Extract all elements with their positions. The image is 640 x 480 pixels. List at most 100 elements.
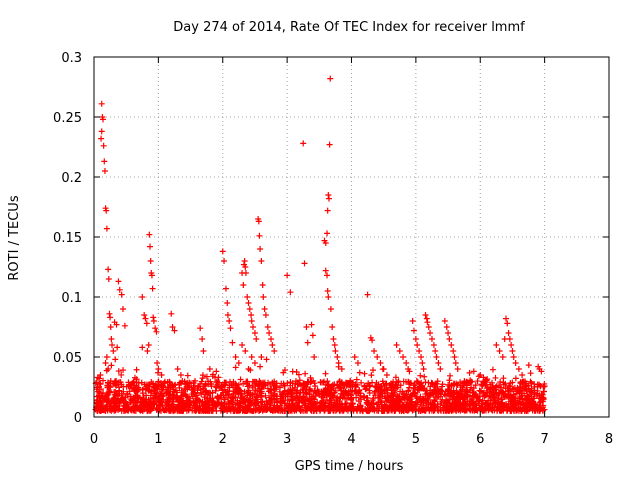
data-point: [155, 366, 162, 372]
data-point-background: [308, 401, 315, 408]
data-point-background: [380, 380, 387, 387]
data-point-background: [196, 397, 203, 404]
data-point-background: [459, 384, 466, 391]
data-point-background: [448, 382, 455, 389]
data-point: [147, 243, 154, 250]
data-point: [480, 374, 487, 381]
data-point-background: [307, 379, 314, 386]
data-point-background: [497, 378, 504, 385]
data-point-background: [485, 406, 492, 413]
data-point-background: [133, 366, 140, 373]
data-point-background: [369, 401, 376, 408]
data-point-background: [401, 390, 408, 397]
data-point: [177, 372, 184, 378]
data-point-background: [491, 394, 498, 401]
data-point-background: [444, 404, 451, 411]
data-point-background: [197, 380, 204, 387]
data-point-background: [431, 397, 438, 404]
data-point-background: [399, 402, 406, 409]
data-point: [226, 318, 233, 324]
data-point: [141, 312, 148, 318]
data-point-background: [312, 406, 319, 413]
data-point-background: [472, 382, 479, 389]
data-point: [98, 135, 105, 142]
data-point: [213, 368, 220, 375]
data-point-background: [468, 378, 475, 385]
data-point-background: [301, 402, 308, 409]
data-point-background: [203, 373, 210, 380]
data-point: [519, 372, 526, 378]
x-tick-label: 4: [347, 432, 355, 447]
data-point-background: [212, 387, 219, 394]
data-point-background: [230, 404, 237, 411]
data-point-background: [259, 407, 266, 414]
data-point-background: [528, 379, 535, 386]
data-point-background: [96, 407, 103, 414]
data-point: [332, 348, 339, 354]
data-point: [510, 354, 517, 360]
data-point: [257, 246, 264, 252]
data-point-background: [294, 389, 301, 396]
y-tick-label: 0.3: [61, 51, 82, 66]
data-point-background: [492, 374, 499, 381]
data-point-background: [507, 398, 514, 405]
data-point-background: [447, 372, 454, 379]
data-point-background: [394, 393, 401, 400]
data-point: [432, 348, 439, 354]
data-point-background: [218, 384, 225, 391]
data-point-background: [177, 379, 184, 386]
data-point-background: [327, 407, 334, 414]
data-point-background: [468, 384, 475, 391]
data-point-background: [334, 400, 341, 407]
data-point-background: [287, 389, 294, 396]
data-point-background: [498, 399, 505, 406]
data-point-background: [447, 393, 454, 400]
plot-frame: [93, 56, 610, 418]
data-point-background: [113, 403, 120, 410]
data-point-background: [198, 407, 205, 414]
data-point-background: [323, 396, 330, 403]
data-point-background: [184, 372, 191, 379]
data-point-background: [289, 402, 296, 409]
data-point-background: [467, 387, 474, 394]
data-point-background: [406, 394, 413, 401]
data-point-background: [102, 396, 109, 403]
y-axis-label: ROTI / TECUs: [7, 195, 22, 280]
data-point-background: [352, 388, 359, 395]
data-point-background: [525, 393, 532, 400]
data-point: [493, 342, 500, 348]
data-point-background: [244, 381, 251, 388]
data-point-background: [396, 399, 403, 406]
data-point-background: [329, 381, 336, 388]
data-point: [139, 344, 146, 351]
data-point: [515, 366, 522, 372]
data-point: [150, 318, 157, 324]
data-point-background: [406, 384, 413, 391]
data-point-background: [322, 381, 329, 388]
data-point-background: [143, 401, 150, 408]
data-point: [325, 294, 332, 300]
data-point-background: [345, 404, 352, 411]
data-point: [248, 318, 255, 324]
data-point: [206, 366, 213, 372]
data-point: [430, 342, 437, 348]
data-point-background: [390, 378, 397, 385]
data-point-background: [306, 395, 313, 402]
data-point-background: [178, 380, 185, 387]
data-point-background: [407, 379, 414, 386]
data-point-background: [352, 383, 359, 390]
data-point-background: [178, 395, 185, 402]
data-point-background: [389, 392, 396, 399]
data-point-background: [376, 394, 383, 401]
data-point: [301, 260, 308, 267]
data-point-background: [112, 395, 119, 402]
data-point-background: [435, 407, 442, 414]
data-point: [108, 336, 115, 342]
data-point-background: [189, 387, 196, 394]
data-point-background: [242, 403, 249, 410]
data-point: [512, 360, 519, 366]
data-point-background: [235, 407, 242, 414]
data-point-background: [411, 403, 418, 410]
data-point-background: [537, 406, 544, 413]
data-point-background: [204, 401, 211, 408]
